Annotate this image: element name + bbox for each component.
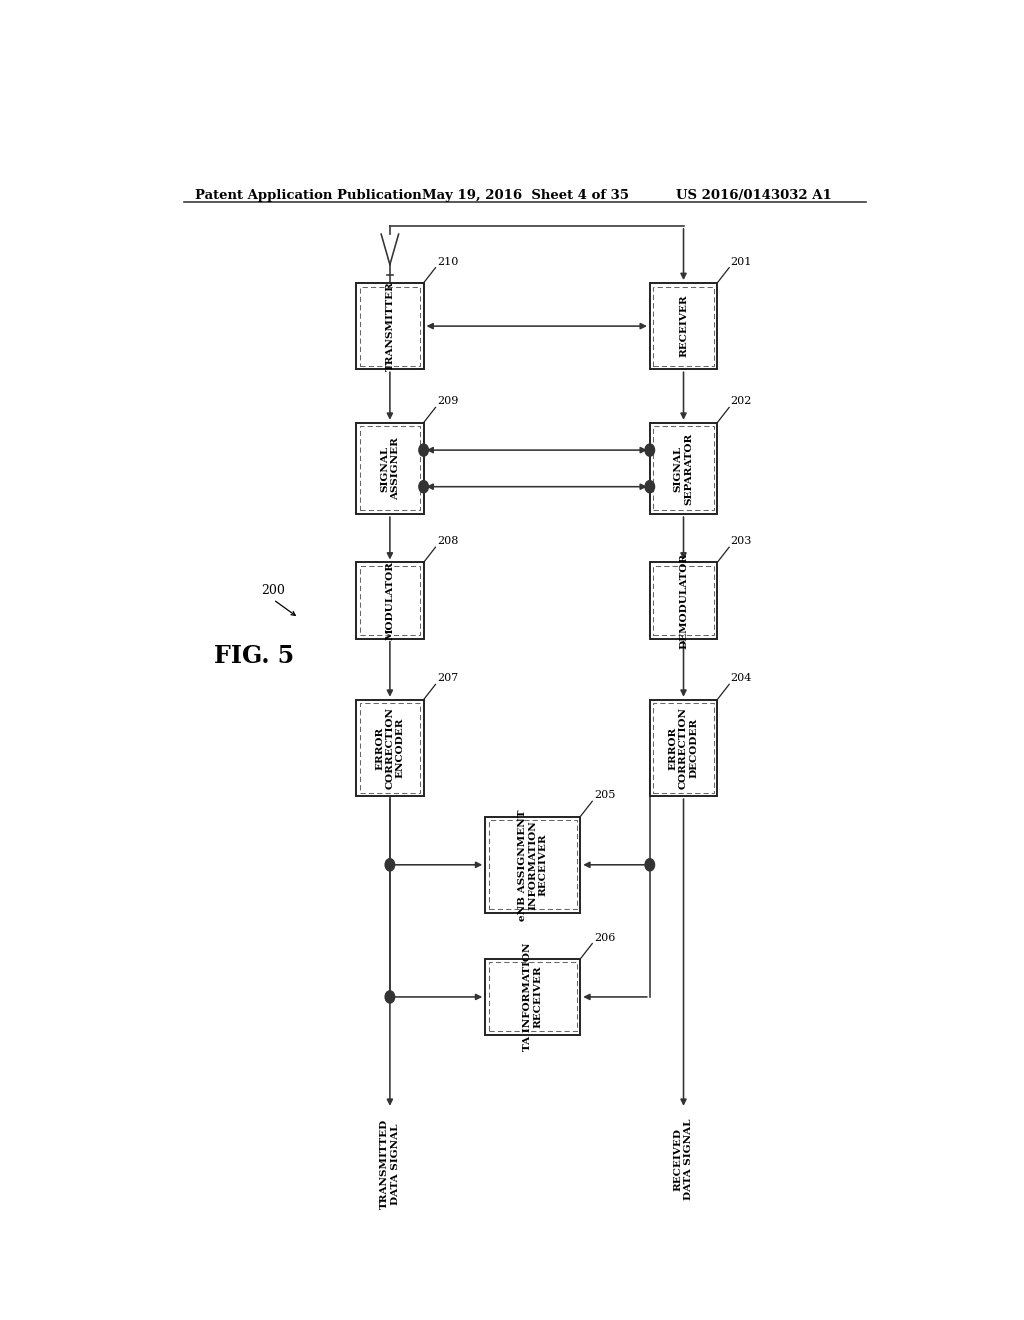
Text: US 2016/0143032 A1: US 2016/0143032 A1 xyxy=(676,189,831,202)
Bar xyxy=(488,820,577,909)
Circle shape xyxy=(385,859,394,871)
Text: 205: 205 xyxy=(594,791,615,800)
Text: MODULATOR: MODULATOR xyxy=(385,561,394,640)
Text: FIG. 5: FIG. 5 xyxy=(214,644,294,668)
Text: SIGNAL
ASSIGNER: SIGNAL ASSIGNER xyxy=(380,437,399,500)
Text: 204: 204 xyxy=(731,673,752,684)
Text: 201: 201 xyxy=(731,256,752,267)
Bar xyxy=(359,426,420,511)
Bar xyxy=(653,566,714,635)
Circle shape xyxy=(645,444,654,457)
Text: TA INFORMATION
RECEIVER: TA INFORMATION RECEIVER xyxy=(523,942,543,1051)
Bar xyxy=(359,286,420,366)
Circle shape xyxy=(645,480,654,492)
Bar xyxy=(356,562,424,639)
Bar xyxy=(488,962,577,1031)
Text: 202: 202 xyxy=(731,396,752,407)
Text: ERROR
CORRECTION
ENCODER: ERROR CORRECTION ENCODER xyxy=(375,708,404,789)
Text: 208: 208 xyxy=(437,536,459,546)
Bar xyxy=(359,566,420,635)
Bar xyxy=(653,704,714,792)
Text: 206: 206 xyxy=(594,932,615,942)
Text: TRANSMITTED
DATA SIGNAL: TRANSMITTED DATA SIGNAL xyxy=(380,1119,399,1209)
Bar xyxy=(356,700,424,796)
Text: 210: 210 xyxy=(437,256,459,267)
Text: RECEIVER: RECEIVER xyxy=(679,294,688,358)
Text: 200: 200 xyxy=(261,585,286,598)
Text: DEMODULATOR: DEMODULATOR xyxy=(679,553,688,648)
Bar xyxy=(653,286,714,366)
Bar xyxy=(650,422,717,515)
Text: eNB ASSIGNMENT
INFORMATION
RECEIVER: eNB ASSIGNMENT INFORMATION RECEIVER xyxy=(518,809,548,920)
Text: Patent Application Publication: Patent Application Publication xyxy=(196,189,422,202)
Bar xyxy=(650,700,717,796)
Bar xyxy=(485,958,581,1035)
Bar xyxy=(356,422,424,515)
Circle shape xyxy=(645,859,654,871)
Text: ERROR
CORRECTION
DECODER: ERROR CORRECTION DECODER xyxy=(669,708,698,789)
Text: TRANSMITTER: TRANSMITTER xyxy=(385,281,394,371)
Bar xyxy=(356,282,424,370)
Bar xyxy=(485,817,581,913)
Text: SIGNAL
SEPARATOR: SIGNAL SEPARATOR xyxy=(674,432,693,504)
Circle shape xyxy=(385,991,394,1003)
Circle shape xyxy=(419,480,428,492)
Bar xyxy=(650,562,717,639)
Text: 203: 203 xyxy=(731,536,752,546)
Text: 209: 209 xyxy=(437,396,459,407)
Text: RECEIVED
DATA SIGNAL: RECEIVED DATA SIGNAL xyxy=(674,1119,693,1200)
Text: May 19, 2016  Sheet 4 of 35: May 19, 2016 Sheet 4 of 35 xyxy=(422,189,629,202)
Bar xyxy=(359,704,420,792)
Bar xyxy=(653,426,714,511)
Bar xyxy=(650,282,717,370)
Circle shape xyxy=(419,444,428,457)
Text: 207: 207 xyxy=(437,673,459,684)
